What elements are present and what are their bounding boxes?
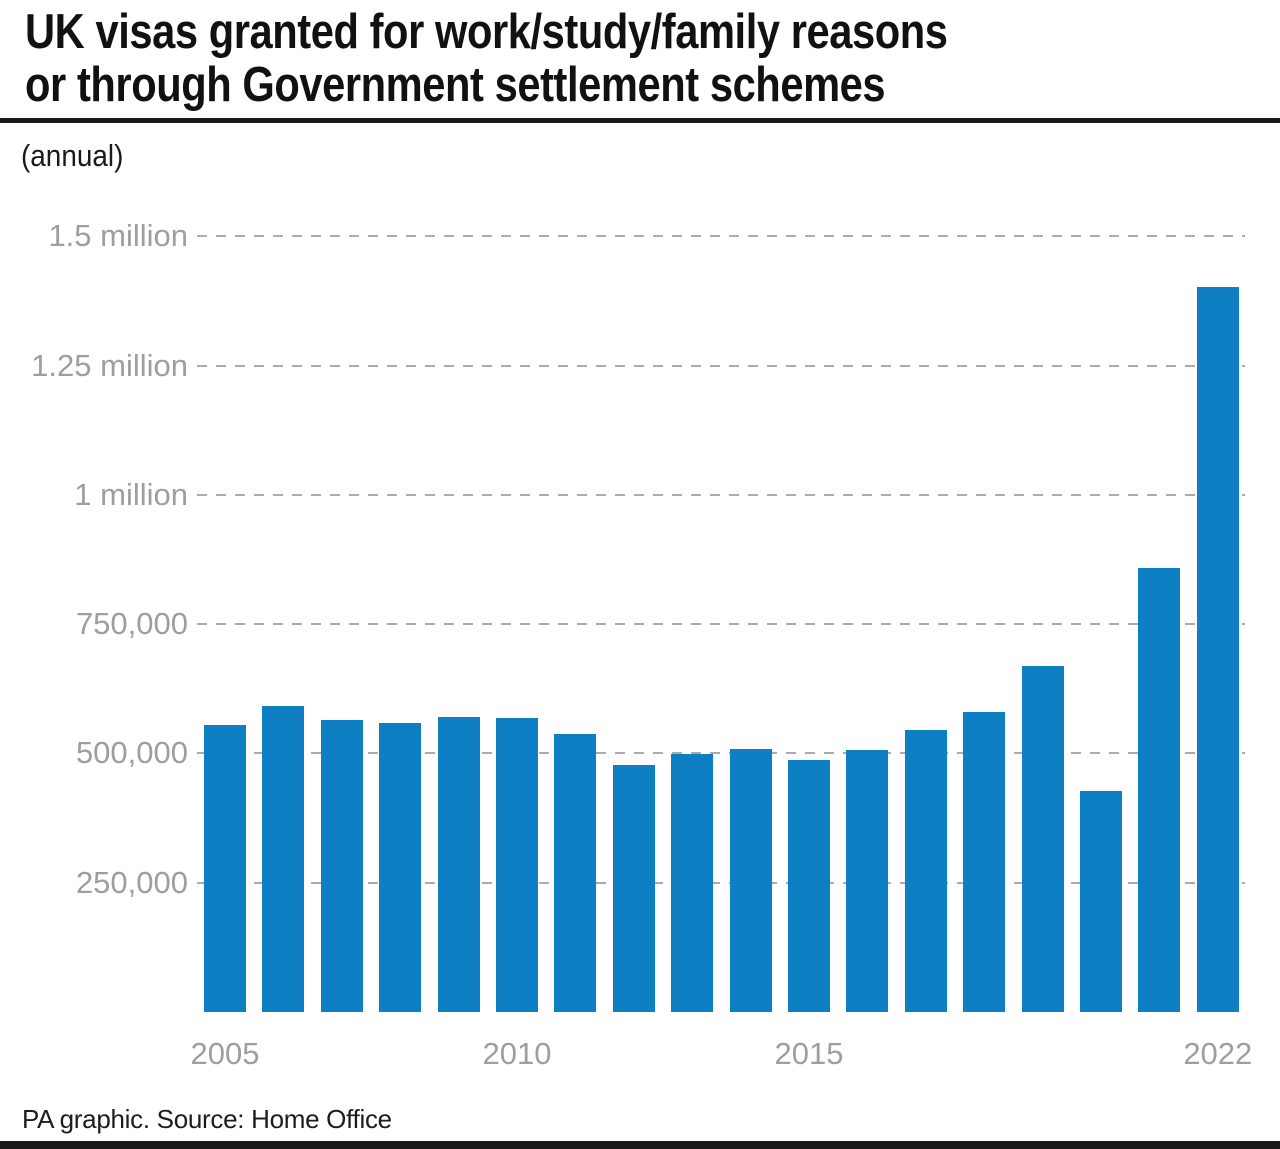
bar-2012: [612, 765, 655, 1012]
y-axis-label-1500000: 1.5 million: [48, 218, 188, 254]
bar-2006: [262, 706, 305, 1012]
bar-2009: [437, 717, 480, 1012]
bar-2022: [1196, 286, 1239, 1012]
title-line-1: UK visas granted for work/study/family r…: [25, 5, 948, 59]
gridline-250000: [197, 881, 1245, 884]
bar-2013: [671, 754, 714, 1012]
bar-2021: [1138, 568, 1181, 1012]
source-caption: PA graphic. Source: Home Office: [22, 1104, 392, 1134]
bar-2018: [963, 712, 1006, 1012]
bar-2010: [496, 718, 538, 1012]
page-title: UK visas granted for work/study/family r…: [25, 6, 1110, 112]
bar-2020: [1080, 791, 1122, 1012]
x-axis-label-2005: 2005: [190, 1036, 260, 1071]
x-axis-label-2022: 2022: [1183, 1036, 1253, 1071]
gridline-1000000: [197, 493, 1245, 496]
bar-2011: [554, 734, 597, 1012]
title-line-2: or through Government settlement schemes: [25, 58, 886, 112]
gridline-500000: [197, 752, 1245, 755]
chart-subtitle: (annual): [21, 138, 124, 173]
gridline-1250000: [197, 364, 1245, 367]
bar-2007: [320, 720, 363, 1012]
title-rule: [0, 118, 1280, 123]
gridline-1500000: [197, 235, 1245, 238]
x-axis-label-2010: 2010: [482, 1036, 552, 1071]
bar-2016: [846, 749, 889, 1012]
gridline-750000: [197, 623, 1245, 626]
bar-2005: [204, 725, 246, 1012]
y-axis-label-750000: 750,000: [75, 606, 188, 642]
bar-2017: [904, 729, 947, 1012]
bottom-rule: [0, 1141, 1280, 1149]
y-axis-label-500000: 500,000: [75, 735, 188, 771]
y-axis-label-250000: 250,000: [75, 864, 188, 900]
y-axis-label-1250000: 1.25 million: [31, 347, 188, 383]
x-axis-label-2015: 2015: [774, 1036, 844, 1071]
bar-2008: [379, 723, 422, 1012]
bar-2019: [1021, 665, 1064, 1012]
bar-2014: [729, 748, 772, 1012]
bar-2015: [788, 760, 830, 1012]
y-axis-label-1000000: 1 million: [74, 476, 188, 512]
